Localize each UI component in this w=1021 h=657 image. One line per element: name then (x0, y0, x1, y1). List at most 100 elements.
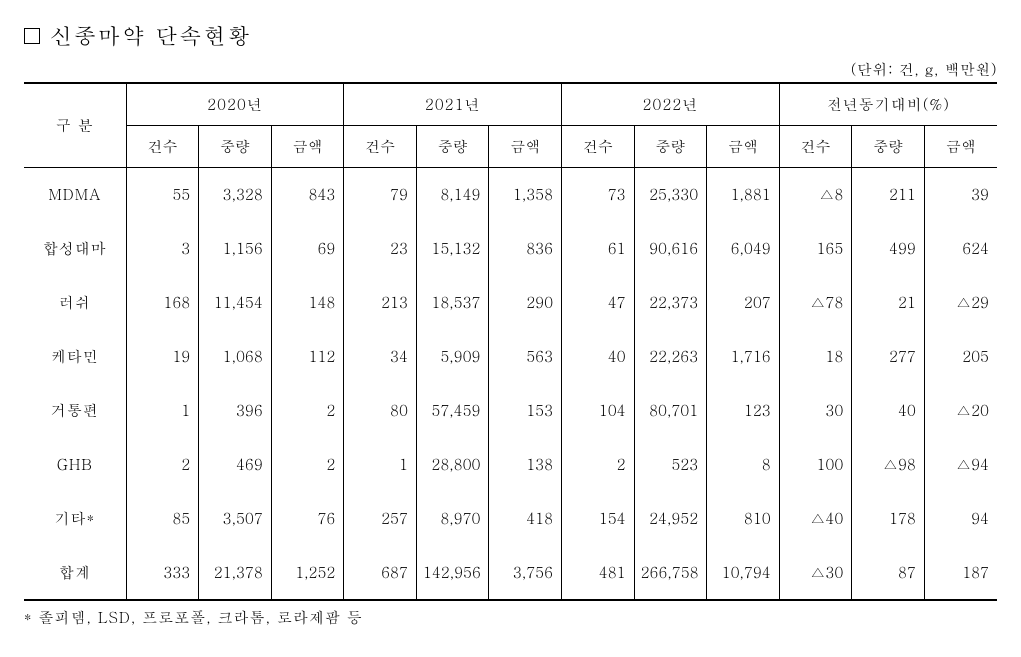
cell: 40 (562, 330, 635, 384)
col-group-yoy: 전년동기대비(%) (779, 83, 997, 126)
table-row: 러쉬16811,45414821318,5372904722,373207△78… (24, 276, 997, 330)
footnote: * 졸피뎀, LSD, 프로포폴, 크라톰, 로라제팜 등 (24, 607, 997, 628)
cell: 85 (126, 492, 199, 546)
cell: 843 (271, 168, 344, 222)
cell: 100 (779, 438, 852, 492)
col-group-2021: 2021년 (344, 83, 562, 126)
cell: 178 (852, 492, 925, 546)
title-bullet-icon (24, 28, 40, 44)
cell: 10,794 (707, 546, 780, 600)
cell: 499 (852, 222, 925, 276)
cell: 21 (852, 276, 925, 330)
cell: 396 (199, 384, 272, 438)
cell: 266,758 (634, 546, 707, 600)
cell: 148 (271, 276, 344, 330)
cell: 154 (562, 492, 635, 546)
cell: 481 (562, 546, 635, 600)
sub-header: 건수 (779, 126, 852, 168)
cell: 257 (344, 492, 417, 546)
cell: 8 (707, 438, 780, 492)
cell: 24,952 (634, 492, 707, 546)
cell: 277 (852, 330, 925, 384)
cell: 563 (489, 330, 562, 384)
sub-header: 건수 (562, 126, 635, 168)
sub-header: 금액 (271, 126, 344, 168)
col-group-2022: 2022년 (562, 83, 780, 126)
cell: 624 (924, 222, 997, 276)
unit-caption: (단위: 건, g, 백만원) (24, 59, 997, 80)
cell: 418 (489, 492, 562, 546)
cell: 205 (924, 330, 997, 384)
sub-header: 중량 (852, 126, 925, 168)
cell: 2 (271, 384, 344, 438)
cell: 8,149 (416, 168, 489, 222)
title-row: 신종마약 단속현황 (24, 20, 997, 51)
table-row: 케타민191,068112345,9095634022,2631,7161827… (24, 330, 997, 384)
cell: 153 (489, 384, 562, 438)
cell: △94 (924, 438, 997, 492)
table-row: 기타*853,507762578,97041815424,952810△4017… (24, 492, 997, 546)
row-label: 기타* (24, 492, 126, 546)
cell: 2 (562, 438, 635, 492)
cell: 19 (126, 330, 199, 384)
cell: 55 (126, 168, 199, 222)
cell: 523 (634, 438, 707, 492)
table-row: 거통편139628057,45915310480,7011233040△20 (24, 384, 997, 438)
cell: △29 (924, 276, 997, 330)
row-label: MDMA (24, 168, 126, 222)
cell: △8 (779, 168, 852, 222)
data-table: 구 분 2020년 2021년 2022년 전년동기대비(%) 건수 중량 금액… (24, 82, 997, 601)
cell: 61 (562, 222, 635, 276)
cell: 39 (924, 168, 997, 222)
sub-header: 중량 (199, 126, 272, 168)
sub-header: 금액 (489, 126, 562, 168)
page-title: 신종마약 단속현황 (50, 20, 251, 51)
cell: 1,068 (199, 330, 272, 384)
cell: 1,716 (707, 330, 780, 384)
sub-header: 건수 (344, 126, 417, 168)
cell: 2 (126, 438, 199, 492)
cell: △30 (779, 546, 852, 600)
cell: △20 (924, 384, 997, 438)
cell: 23 (344, 222, 417, 276)
cell: 104 (562, 384, 635, 438)
table-row: 합성대마31,156692315,1328366190,6166,0491654… (24, 222, 997, 276)
table-row: MDMA553,328843798,1491,3587325,3301,881△… (24, 168, 997, 222)
cell: 3,507 (199, 492, 272, 546)
cell: 207 (707, 276, 780, 330)
cell: 142,956 (416, 546, 489, 600)
table-header-group-row: 구 분 2020년 2021년 2022년 전년동기대비(%) (24, 83, 997, 126)
cell: 810 (707, 492, 780, 546)
cell: △40 (779, 492, 852, 546)
cell: 90,616 (634, 222, 707, 276)
cell: 34 (344, 330, 417, 384)
cell: 21,378 (199, 546, 272, 600)
cell: 73 (562, 168, 635, 222)
cell: 1 (344, 438, 417, 492)
sub-header: 중량 (416, 126, 489, 168)
cell: 211 (852, 168, 925, 222)
cell: 69 (271, 222, 344, 276)
cell: 3 (126, 222, 199, 276)
table-row: GHB24692128,80013825238100△98△94 (24, 438, 997, 492)
cell: 3,328 (199, 168, 272, 222)
cell: 8,970 (416, 492, 489, 546)
table-body: MDMA553,328843798,1491,3587325,3301,881△… (24, 168, 997, 600)
sub-header: 금액 (707, 126, 780, 168)
cell: 5,909 (416, 330, 489, 384)
cell: 28,800 (416, 438, 489, 492)
table-header-sub-row: 건수 중량 금액 건수 중량 금액 건수 중량 금액 건수 중량 금액 (24, 126, 997, 168)
cell: 138 (489, 438, 562, 492)
row-label: GHB (24, 438, 126, 492)
sub-header: 건수 (126, 126, 199, 168)
cell: 1,252 (271, 546, 344, 600)
cell: 80,701 (634, 384, 707, 438)
cell: 22,263 (634, 330, 707, 384)
cell: 18 (779, 330, 852, 384)
cell: 168 (126, 276, 199, 330)
cell: 22,373 (634, 276, 707, 330)
cell: 40 (852, 384, 925, 438)
cell: 687 (344, 546, 417, 600)
cell: 6,049 (707, 222, 780, 276)
cell: 112 (271, 330, 344, 384)
